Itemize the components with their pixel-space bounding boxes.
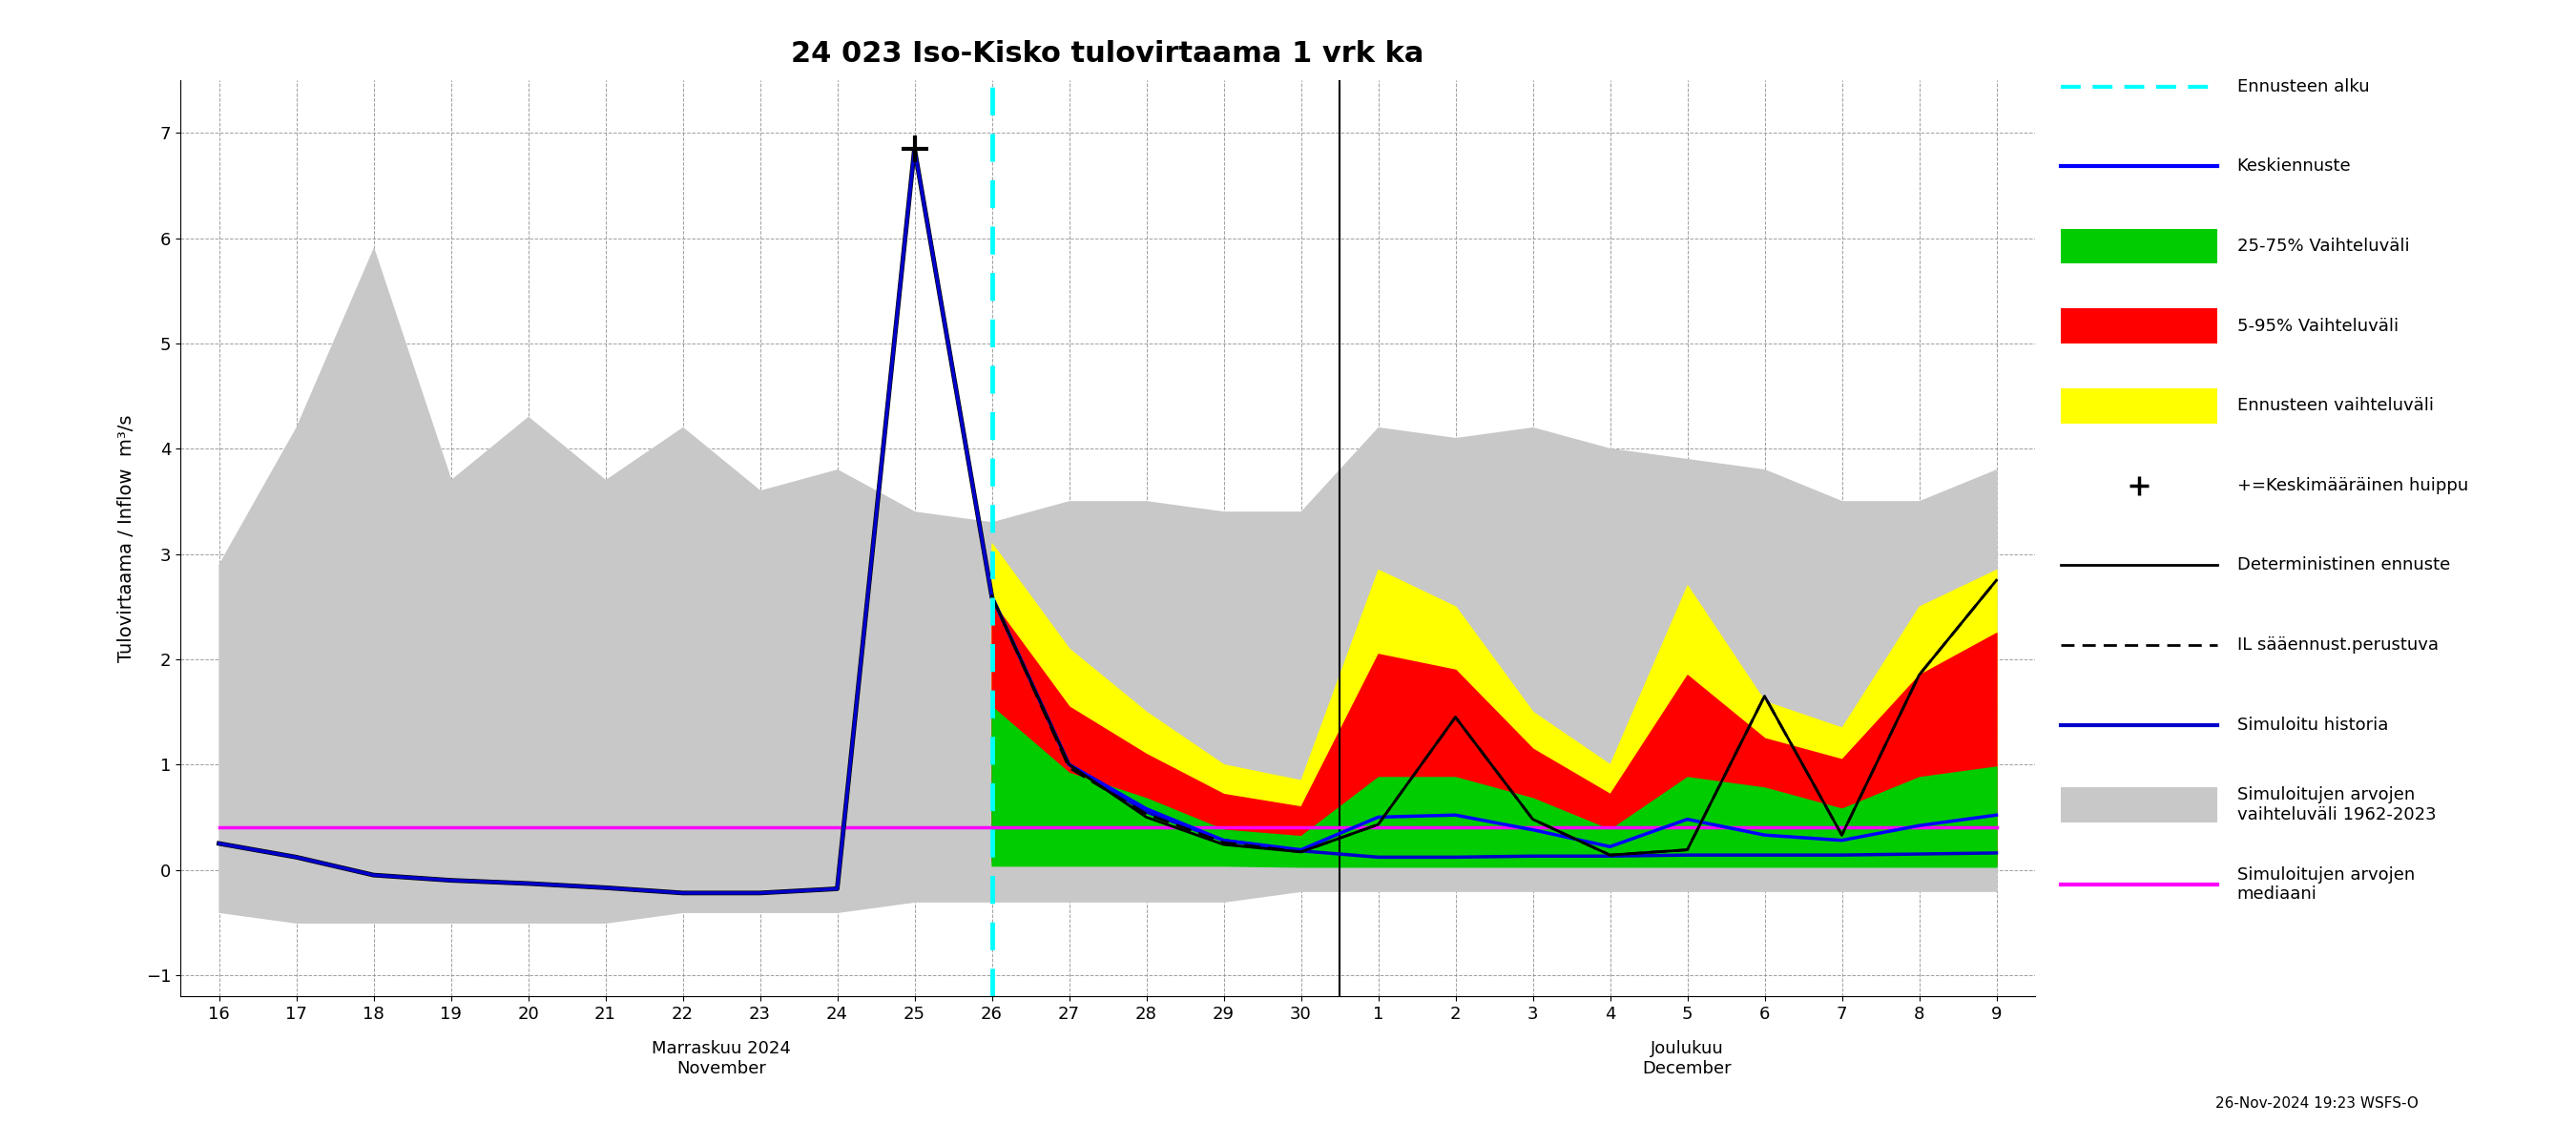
FancyBboxPatch shape <box>2061 229 2218 263</box>
Text: 26-Nov-2024 19:23 WSFS-O: 26-Nov-2024 19:23 WSFS-O <box>2215 1097 2419 1111</box>
FancyBboxPatch shape <box>2061 788 2218 822</box>
Text: Simuloitu historia: Simuloitu historia <box>2236 717 2388 734</box>
Text: Simuloitujen arvojen
mediaani: Simuloitujen arvojen mediaani <box>2236 866 2414 903</box>
Text: Ennusteen alku: Ennusteen alku <box>2236 78 2370 95</box>
Text: Deterministinen ennuste: Deterministinen ennuste <box>2236 556 2450 574</box>
FancyBboxPatch shape <box>2061 388 2218 424</box>
FancyBboxPatch shape <box>2061 308 2218 344</box>
Text: +=Keskimääräinen huippu: +=Keskimääräinen huippu <box>2236 476 2468 495</box>
Text: Marraskuu 2024
November: Marraskuu 2024 November <box>652 1041 791 1077</box>
Text: IL sääennust.perustuva: IL sääennust.perustuva <box>2236 637 2439 654</box>
Y-axis label: Tulovirtaama / Inflow  m³/s: Tulovirtaama / Inflow m³/s <box>116 414 134 662</box>
Text: Keskiennuste: Keskiennuste <box>2236 158 2352 175</box>
Text: Joulukuu
December: Joulukuu December <box>1643 1041 1731 1077</box>
Title: 24 023 Iso-Kisko tulovirtaama 1 vrk ka: 24 023 Iso-Kisko tulovirtaama 1 vrk ka <box>791 40 1425 68</box>
Text: Simuloitujen arvojen
vaihteluväli 1962-2023: Simuloitujen arvojen vaihteluväli 1962-2… <box>2236 787 2437 823</box>
Text: 5-95% Vaihteluväli: 5-95% Vaihteluväli <box>2236 317 2398 334</box>
Text: 25-75% Vaihteluväli: 25-75% Vaihteluväli <box>2236 237 2409 254</box>
Text: Ennusteen vaihteluväli: Ennusteen vaihteluväli <box>2236 397 2434 414</box>
